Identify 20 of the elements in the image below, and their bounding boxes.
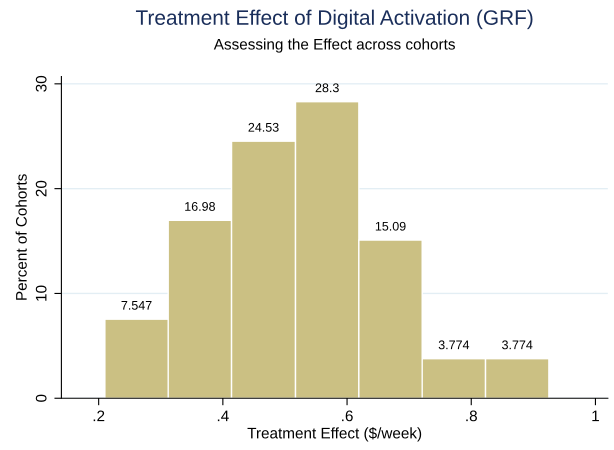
chart-subtitle: Assessing the Effect across cohorts xyxy=(214,38,455,53)
data-label: 3.774 xyxy=(502,340,532,350)
data-label: 16.98 xyxy=(185,202,215,211)
data-label: 24.53 xyxy=(248,122,279,132)
data-label: 3.774 xyxy=(438,340,470,350)
y-axis-title: Percent of Cohorts xyxy=(16,174,27,300)
x-tick-label: 1 xyxy=(592,410,599,422)
data-label: 15.09 xyxy=(376,222,406,231)
chart-title: Treatment Effect of Digital Activation (GRF) xyxy=(136,10,532,30)
y-tick-label: 10 xyxy=(36,286,47,301)
x-tick-label: .4 xyxy=(218,410,229,422)
data-label: 28.3 xyxy=(316,83,339,92)
x-tick-label: .8 xyxy=(466,410,477,422)
y-tick-label: 20 xyxy=(36,180,47,196)
x-tick-label: .2 xyxy=(94,410,104,422)
y-tick-label: 0 xyxy=(36,394,47,402)
x-axis-title: Treatment Effect ($/week) xyxy=(248,427,422,442)
y-tick-label: 30 xyxy=(36,76,47,92)
x-tick-label: .6 xyxy=(342,410,353,422)
data-label: 7.547 xyxy=(122,301,152,310)
